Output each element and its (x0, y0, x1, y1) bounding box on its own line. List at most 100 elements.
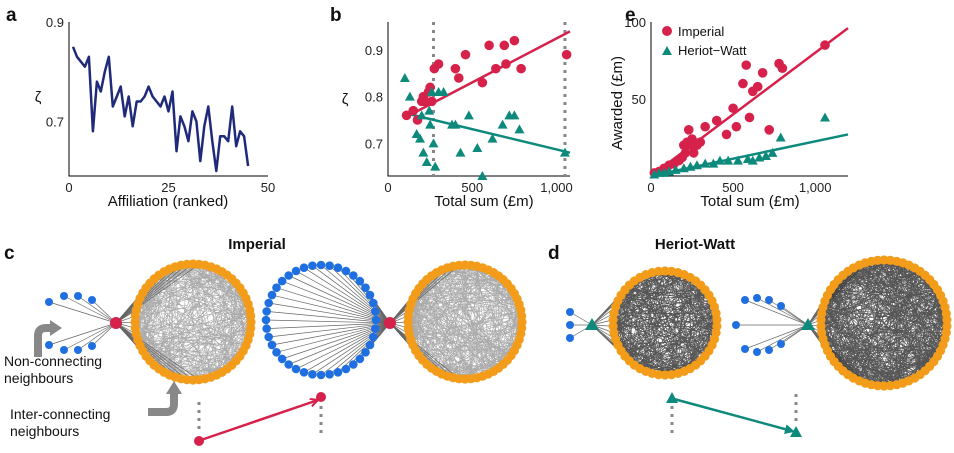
point-imperial (477, 77, 488, 88)
fit-line-heriotwatt (404, 111, 571, 154)
point-heriotwatt (760, 150, 771, 160)
point-heriotwatt (559, 147, 570, 157)
point-imperial (680, 148, 691, 158)
y-tick-b: 0.7 (365, 136, 383, 151)
neighbour-edge (329, 322, 391, 375)
inter-connecting-neighbour (371, 324, 380, 333)
point-heriotwatt (455, 147, 466, 157)
point-heriotwatt (733, 155, 744, 165)
point-heriotwatt (767, 147, 778, 157)
inter-connecting-neighbour (369, 298, 378, 308)
point-heriotwatt (487, 133, 498, 143)
point-imperial (752, 81, 763, 92)
non-connecting-neighbour (777, 340, 785, 348)
inter-connecting-neighbour (267, 290, 277, 300)
non-connecting-neighbour (60, 292, 68, 300)
neighbour-edge (756, 297, 809, 326)
community-node (873, 255, 883, 265)
community-node (454, 260, 464, 270)
non-connecting-neighbour (45, 298, 53, 306)
inter-connecting-neighbour (308, 370, 317, 379)
point-imperial (408, 105, 419, 116)
point-heriotwatt (472, 143, 483, 152)
point-heriotwatt (428, 138, 439, 148)
inter-connecting-neighbour (361, 283, 370, 292)
hub-node-imperial (384, 317, 396, 329)
non-connecting-neighbour (777, 302, 785, 310)
neighbour-edge (271, 322, 391, 346)
point-imperial (700, 121, 710, 132)
x-tick-e: 1,000 (799, 180, 832, 195)
point-heriotwatt (708, 158, 719, 168)
x-tick-e: 500 (722, 180, 744, 195)
x-tick-b: 500 (461, 180, 483, 195)
hub-node-imperial (110, 317, 122, 329)
point-heriotwatt (477, 171, 488, 180)
imperial-end-node (316, 392, 326, 402)
community-node (608, 321, 618, 331)
panel-b-axes (387, 22, 570, 177)
point-imperial (741, 60, 752, 70)
inter-connecting-neighbour (341, 364, 351, 374)
inter-connecting-neighbour (291, 266, 301, 276)
neighbour-edge (744, 324, 809, 350)
point-heriotwatt (714, 155, 725, 165)
point-heriotwatt (514, 124, 525, 134)
imperial-transition (194, 392, 326, 446)
hub-node-heriot-watt (801, 318, 815, 330)
inter-connecting-neighbour (284, 360, 293, 369)
y-tick-e: 100 (624, 15, 646, 30)
non-connecting-neighbour (741, 296, 749, 304)
non-connecting-neighbour (765, 296, 773, 304)
point-imperial (820, 40, 830, 50)
y-axis-label-b: ζ (342, 91, 349, 108)
panel-a-chart: 0 25 50 0.9 0.7 Affiliation (ranked) ζ (35, 15, 276, 210)
non-connecting-neighbour (566, 308, 574, 316)
point-imperial (516, 63, 526, 74)
point-imperial (764, 125, 774, 135)
community-node (660, 370, 670, 380)
point-imperial (721, 129, 732, 140)
x-tick-e: 0 (647, 180, 654, 195)
neighbour-edge (744, 299, 809, 326)
non-connecting-neighbour (74, 346, 82, 354)
inter-connecting-neighbour (272, 283, 281, 292)
inter-connecting-neighbour (299, 263, 309, 272)
point-heriotwatt (463, 110, 474, 120)
point-imperial (433, 59, 444, 69)
community-node (182, 259, 192, 269)
neighbour-edge (320, 322, 391, 376)
heriot-watt-transition (666, 392, 802, 438)
imperial-start-node (194, 436, 204, 446)
point-heriotwatt (438, 87, 449, 96)
point-heriotwatt (416, 110, 427, 120)
legend-marker-heriot-watt (662, 46, 672, 55)
point-heriotwatt (399, 73, 410, 82)
inter-connecting-neighbour (355, 354, 365, 364)
y-tick-e: 50 (632, 92, 646, 107)
point-heriotwatt (747, 155, 758, 165)
point-imperial (491, 63, 501, 74)
neighbour-edge (265, 319, 391, 324)
point-heriotwatt (418, 147, 429, 157)
inter-connecting-label-line1: Inter-connecting (10, 406, 110, 422)
point-imperial (509, 35, 520, 46)
non-connecting-neighbour (741, 345, 749, 353)
point-heriotwatt (691, 160, 702, 170)
heriot-watt-network-before (566, 266, 722, 380)
panel-label-c: c (4, 243, 15, 264)
inter-connecting-neighbour (341, 266, 351, 276)
non-connecting-neighbour (88, 296, 96, 304)
y-axis-label-a: ζ (35, 89, 42, 106)
legend-label-heriot-watt: Heriot−Watt (678, 43, 747, 58)
non-connecting-neighbour (753, 294, 761, 302)
point-imperial (777, 63, 788, 73)
non-connecting-label-line2: neighbours (4, 370, 73, 386)
y-tick-a: 0.9 (46, 15, 64, 30)
inter-connecting-neighbour (361, 348, 370, 357)
point-imperial (688, 148, 699, 158)
inter-connecting-neighbour (333, 263, 343, 272)
inter-connecting-neighbour (277, 276, 287, 286)
inter-connecting-neighbour (316, 370, 326, 380)
neighbour-edge (268, 322, 391, 338)
